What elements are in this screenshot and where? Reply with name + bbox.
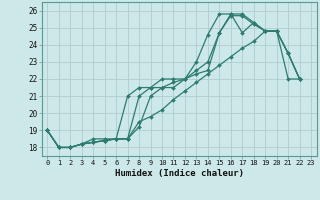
- X-axis label: Humidex (Indice chaleur): Humidex (Indice chaleur): [115, 169, 244, 178]
